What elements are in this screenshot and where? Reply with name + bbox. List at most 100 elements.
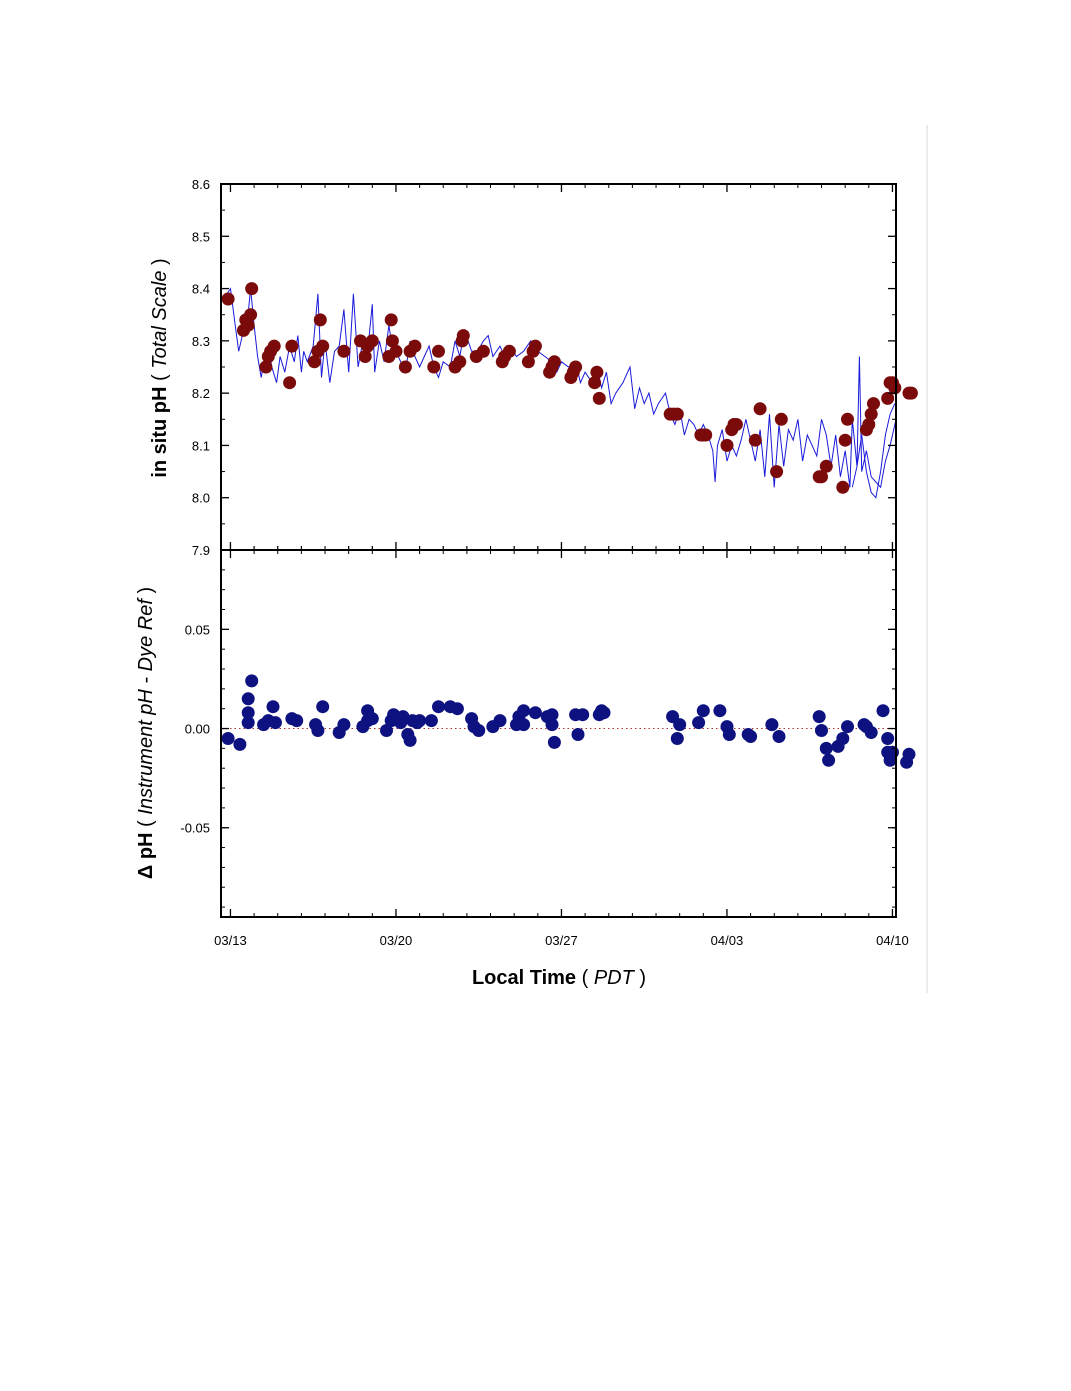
ph-sample-point <box>748 433 762 447</box>
ph-sample-point <box>888 381 902 395</box>
top-ytick-label: 8.1 <box>192 438 210 453</box>
delta-ph-point <box>864 726 878 739</box>
ph-sample-point <box>408 339 422 353</box>
ph-sample-point <box>815 470 828 484</box>
delta-ph-point <box>517 718 531 732</box>
ph-sample-point <box>547 355 561 369</box>
delta-ph-point <box>241 692 255 706</box>
ph-sample-point <box>753 402 767 416</box>
ph-sample-point <box>836 480 850 494</box>
ph-sample-point <box>729 418 743 431</box>
delta-ph-point <box>545 708 559 722</box>
delta-ph-point <box>432 700 445 714</box>
delta-ph-point <box>902 747 916 761</box>
delta-ph-point <box>876 704 890 718</box>
ph-sample-point <box>267 339 281 353</box>
delta-ph-point <box>241 716 255 730</box>
top-ylabel: in situ pH ( Total Scale ) <box>149 258 171 477</box>
top-ytick-label: 8.3 <box>192 334 210 349</box>
bottom-ytick-label: -0.05 <box>180 821 210 836</box>
delta-ph-point <box>819 741 833 755</box>
delta-ph-point <box>365 712 379 726</box>
delta-ph-point <box>822 753 836 767</box>
delta-ph-point <box>673 718 687 732</box>
ph-sample-point <box>502 344 516 358</box>
delta-ph-point <box>245 674 259 688</box>
delta-ph-point <box>266 700 280 714</box>
top-panel: 7.9 8.0 8.1 8.2 8.3 8.4 8.5 8.6 <box>192 177 918 917</box>
ph-sample-point <box>453 355 467 369</box>
delta-ph-point <box>765 718 779 732</box>
bottom-ytick-label: 0.00 <box>185 722 210 737</box>
top-ytick-label: 7.9 <box>192 543 210 558</box>
delta-ph-point <box>815 724 828 737</box>
delta-ph-point <box>268 716 282 730</box>
ph-sample-point <box>569 360 583 374</box>
delta-ph-point <box>722 728 736 741</box>
ph-sample-point <box>456 329 470 343</box>
ph-sample-point <box>528 339 542 353</box>
ph-sample-point <box>862 418 876 431</box>
bottom-ytick-label: 0.05 <box>185 622 210 637</box>
delta-ph-point <box>493 714 507 728</box>
delta-ph-point <box>424 714 438 728</box>
top-ytick-label: 8.4 <box>192 282 210 297</box>
delta-ph-point <box>290 714 304 728</box>
ph-sample-point <box>285 339 299 353</box>
ph-sample-point <box>864 407 878 421</box>
delta-ph-point <box>311 724 325 737</box>
delta-ph-point <box>316 700 330 714</box>
top-ytick-label: 8.0 <box>192 491 210 506</box>
delta-ph-point <box>380 724 393 737</box>
ph-sample-point <box>432 344 445 358</box>
xtick-label: 04/03 <box>711 933 744 948</box>
delta-ph-point <box>528 706 542 720</box>
delta-ph-point <box>881 732 895 745</box>
delta-ph-point <box>221 732 235 745</box>
delta-ph-point <box>403 733 417 747</box>
delta-ph-point <box>545 718 559 732</box>
ph-sample-point <box>521 355 535 369</box>
ph-sample-point <box>316 339 330 353</box>
delta-ph-point <box>713 704 727 718</box>
delta-ph-point <box>670 732 684 745</box>
bottom-plot-frame <box>220 549 897 918</box>
top-ytick-label: 8.5 <box>192 229 210 244</box>
delta-ph-point <box>692 716 706 730</box>
bottom-panel: -0.05 0.00 0.05 03/13 03/20 03/27 04/03 04/10 <box>180 184 916 948</box>
ph-sample-point <box>245 282 259 296</box>
ph-sample-point <box>476 344 490 358</box>
delta-ph-point <box>696 704 710 718</box>
ph-sample-point <box>337 344 351 358</box>
ph-sample-point <box>427 360 441 374</box>
ph-sample-point <box>670 407 684 421</box>
delta-ph-point <box>886 745 899 759</box>
ph-sample-point <box>720 438 734 452</box>
ph-sample-point <box>770 465 784 479</box>
bottom-ylabel: Δ pH ( Instrument pH - Dye Ref ) <box>135 587 157 879</box>
delta-ph-point <box>450 702 464 716</box>
ph-line-series <box>222 287 897 489</box>
ph-sample-point <box>384 313 398 327</box>
ph-sample-point <box>838 433 852 447</box>
delta-ph-point <box>517 704 531 718</box>
ph-sample-point <box>774 412 788 426</box>
ph-sample-point <box>389 344 403 358</box>
delta-ph-point <box>241 706 255 720</box>
delta-ph-point <box>576 708 590 722</box>
delta-ph-point <box>571 728 585 741</box>
delta-ph-point <box>337 718 351 732</box>
ph-sample-point <box>283 376 297 390</box>
ph-sample-point <box>259 360 273 374</box>
delta-ph-point <box>836 732 850 745</box>
delta-ph-point <box>841 720 854 734</box>
top-ytick-label: 8.6 <box>192 177 210 192</box>
ph-sample-point <box>307 355 321 369</box>
xtick-label: 03/13 <box>214 933 247 948</box>
ph-sample-point <box>819 459 833 473</box>
delta-ph-point <box>597 706 611 720</box>
ph-sample-point <box>221 292 235 306</box>
ph-sample-point <box>699 428 713 442</box>
